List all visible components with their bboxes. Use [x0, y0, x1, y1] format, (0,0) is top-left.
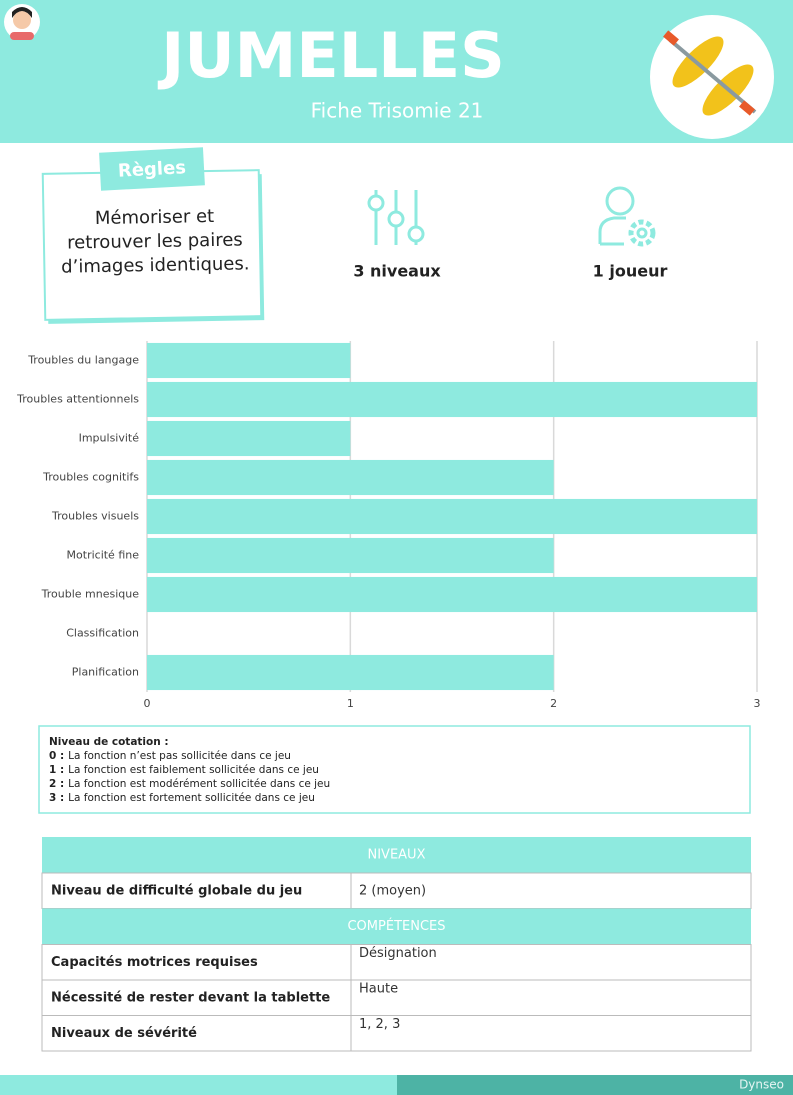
footer-band: [0, 1075, 397, 1095]
table-label: Niveau de difficulté globale du jeu: [51, 883, 302, 898]
bar: [147, 420, 351, 457]
rules-text: Mémoriser et: [95, 206, 215, 229]
legend-text: La fonction n’est pas sollicitée dans ce…: [68, 750, 291, 762]
y-tick-label: Classification: [66, 627, 139, 640]
legend-key: 1 :: [49, 764, 64, 776]
title: JUMELLES: [157, 19, 504, 92]
rules-text: retrouver les paires: [67, 229, 243, 253]
table-heading: COMPÉTENCES: [347, 918, 445, 934]
y-tick-label: Impulsivité: [79, 432, 140, 445]
legend-text: La fonction est faiblement sollicitée da…: [68, 764, 319, 776]
legend-key: 0 :: [49, 750, 64, 762]
avatar: [4, 4, 40, 40]
x-tick-label: 3: [754, 697, 761, 710]
game-icon: [650, 15, 774, 139]
bar: [147, 459, 554, 496]
footer-brand: Dynseo: [739, 1078, 784, 1092]
x-tick-label: 2: [550, 697, 557, 710]
bar: [147, 342, 351, 379]
legend-item: 1 : La fonction est faiblement sollicitée…: [49, 764, 319, 776]
table-row: [41, 979, 752, 1016]
table-row: [41, 1015, 752, 1052]
legend-item: 0 : La fonction n’est pas sollicitée dans…: [49, 750, 291, 762]
legend-box: [38, 725, 751, 814]
sliders-icon: [367, 190, 425, 245]
table-value: 2 (moyen): [359, 883, 426, 898]
table-label: Niveaux de sévérité: [51, 1026, 197, 1041]
table-row: [41, 872, 752, 909]
table-row: [41, 944, 752, 981]
legend-item: 3 : La fonction est fortement sollicitée …: [49, 792, 315, 804]
y-tick-label: Troubles cognitifs: [42, 471, 139, 484]
bar: [147, 537, 554, 574]
y-tick-label: Trouble mnesique: [41, 588, 140, 601]
table-value: 1, 2, 3: [359, 1017, 400, 1032]
table-value: Désignation: [359, 946, 437, 961]
y-tick-label: Troubles attentionnels: [16, 393, 139, 406]
y-tick-label: Motricité fine: [67, 549, 140, 562]
bar: [147, 498, 757, 535]
subtitle: Fiche Trisomie 21: [311, 99, 484, 123]
table-heading-band: [42, 908, 751, 945]
legend-key: 3 :: [49, 792, 64, 804]
table-label: Capacités motrices requises: [51, 955, 258, 970]
table-value: Haute: [359, 982, 398, 997]
x-tick-label: 1: [347, 697, 354, 710]
footer-band: [397, 1075, 793, 1095]
player-icon: [598, 186, 656, 247]
feature: 3 niveaux: [353, 262, 441, 281]
table-label: Nécessité de rester devant la tablette: [51, 990, 330, 1005]
bar: [147, 654, 554, 691]
y-tick-label: Planification: [72, 666, 139, 679]
x-tick-label: 0: [144, 697, 151, 710]
legend-item: 2 : La fonction est modérément sollicitée…: [49, 778, 330, 790]
table-heading: NIVEAUX: [368, 848, 426, 863]
legend-text: La fonction est modérément sollicitée da…: [68, 778, 330, 790]
legend-title: Niveau de cotation :: [49, 736, 169, 748]
bar: [147, 381, 757, 418]
table-heading-band: [42, 837, 751, 873]
rules-text: d’images identiques.: [61, 253, 250, 277]
bar: [147, 576, 757, 613]
y-tick-label: Troubles du langage: [27, 354, 139, 367]
rules-tag: Règles: [117, 157, 186, 182]
legend-text: La fonction est fortement sollicitée dan…: [68, 792, 315, 804]
rules-card: [41, 147, 265, 324]
y-tick-label: Troubles visuels: [51, 510, 139, 523]
feature: 1 joueur: [593, 262, 668, 281]
legend-key: 2 :: [49, 778, 64, 790]
